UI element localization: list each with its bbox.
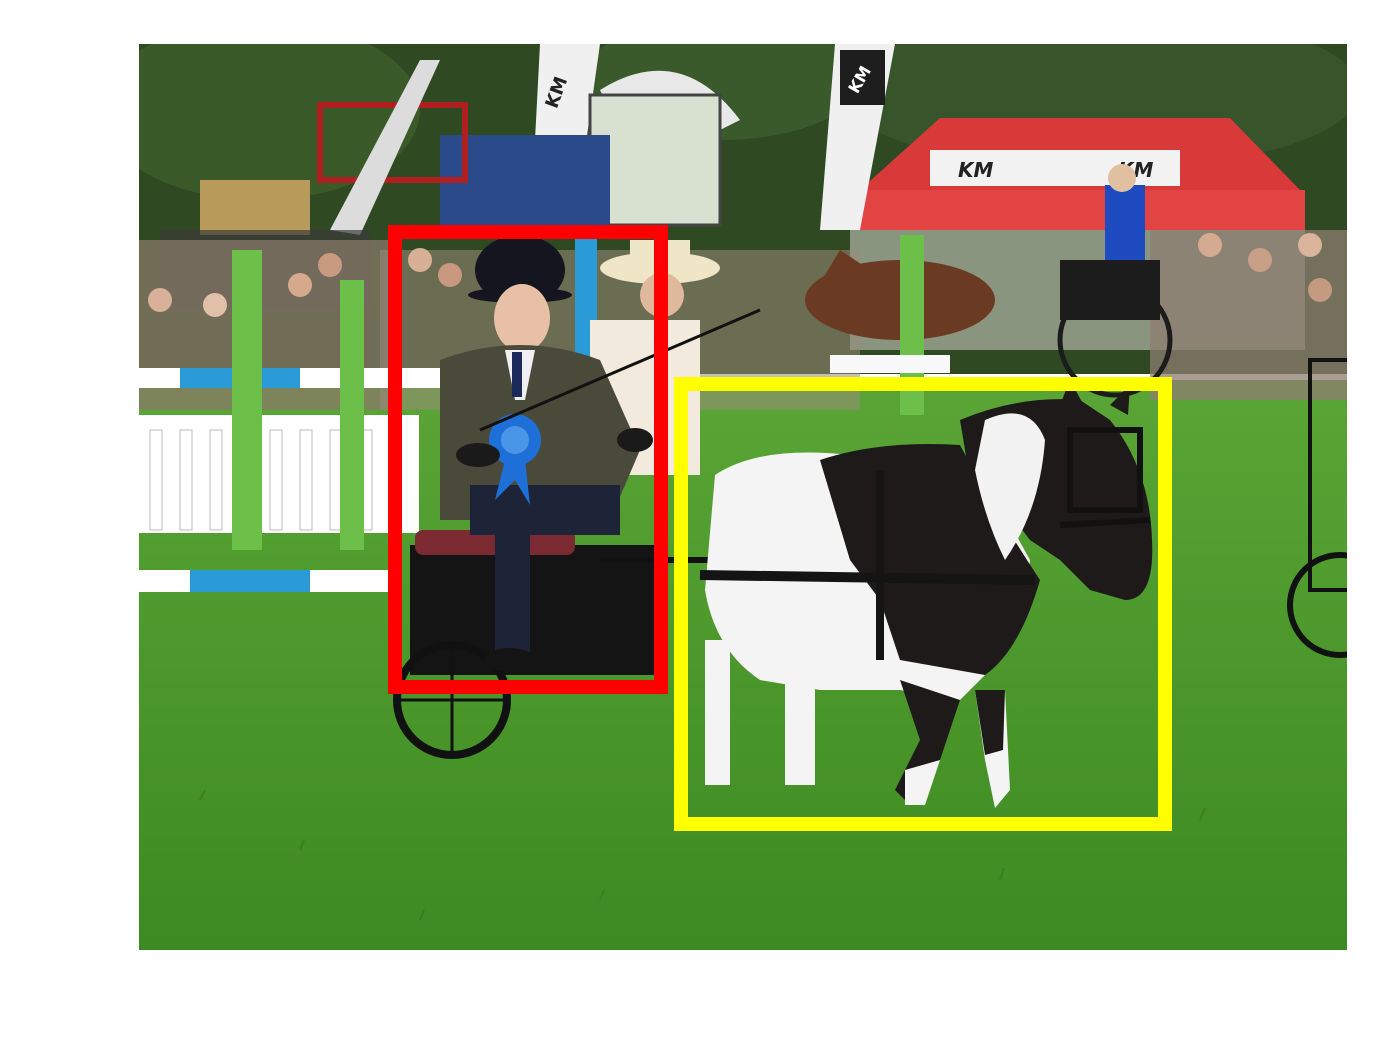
driver [440,235,761,672]
horse-bounding-box [674,377,1172,831]
person-bounding-box [388,225,668,694]
cart [393,530,860,759]
farm-machinery [160,60,740,310]
tent-logo: KM [958,158,993,182]
right-cart [1287,358,1347,658]
grass-texture [199,789,1206,921]
pony [699,380,1153,808]
banner-right: KM [820,44,895,230]
tree-foliage [139,44,420,200]
photo: KM KM KM KM [139,44,1347,950]
banner-left: KM [535,44,600,150]
